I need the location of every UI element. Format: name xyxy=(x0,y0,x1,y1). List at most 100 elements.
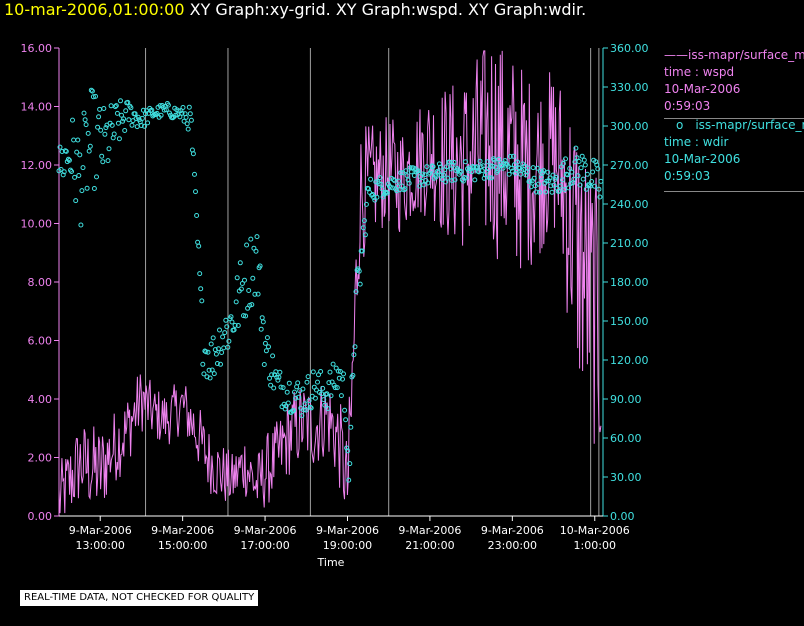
wdir-point xyxy=(121,116,127,122)
wdir-point xyxy=(598,178,604,184)
wdir-point xyxy=(436,161,442,167)
legend-series2-field: time : wdir xyxy=(664,135,729,149)
wdir-point xyxy=(102,131,108,137)
wdir-point xyxy=(74,149,80,155)
wdir-point xyxy=(534,165,540,171)
wdir-point xyxy=(322,402,328,408)
wdir-point xyxy=(581,157,587,163)
wdir-point xyxy=(328,393,334,399)
wdir-point xyxy=(556,188,562,194)
wdir-point xyxy=(299,413,305,419)
legend-divider xyxy=(664,191,804,192)
wdir-point xyxy=(379,186,385,192)
x-tick-time: 13:00:00 xyxy=(76,539,125,552)
wdir-point xyxy=(384,190,390,196)
wdir-point xyxy=(73,198,79,204)
wdir-point xyxy=(113,103,119,109)
wdir-point xyxy=(576,159,582,164)
wdir-point xyxy=(201,371,207,377)
wdir-point xyxy=(420,171,426,177)
wdir-point xyxy=(180,105,186,110)
window-title: 10-mar-2006,01:00:00 XY Graph:xy-grid. X… xyxy=(4,0,586,24)
wdir-point xyxy=(535,181,541,187)
wdir-point xyxy=(490,163,496,169)
wdir-point xyxy=(391,177,396,183)
wdir-point xyxy=(196,243,202,249)
wdir-point xyxy=(566,185,572,191)
wdir-point xyxy=(352,344,358,350)
wdir-point xyxy=(120,118,126,124)
wdir-point xyxy=(305,374,311,380)
wdir-point xyxy=(224,324,230,330)
wdir-point xyxy=(277,369,283,375)
wdir-point xyxy=(346,477,352,483)
wdir-point xyxy=(132,111,138,117)
wdir-point xyxy=(292,389,297,395)
wdir-point xyxy=(335,368,341,374)
wdir-point xyxy=(325,406,331,412)
wdir-point xyxy=(350,372,356,378)
wdir-point xyxy=(523,172,529,178)
wdir-point xyxy=(208,341,214,347)
wdir-point xyxy=(300,386,306,392)
wdir-point xyxy=(559,177,565,183)
wdir-point xyxy=(126,117,132,123)
wdir-point xyxy=(398,170,404,176)
wdir-point xyxy=(219,350,225,355)
wdir-point xyxy=(444,164,450,170)
wdir-point xyxy=(139,115,145,121)
wdir-point xyxy=(129,122,135,128)
wdir-point xyxy=(525,165,531,171)
wdir-point xyxy=(197,271,203,277)
wdir-point xyxy=(363,201,369,207)
right-tick-label: 90.00 xyxy=(610,393,642,406)
wdir-point xyxy=(112,104,118,110)
wdir-point xyxy=(198,286,204,292)
wdir-point xyxy=(353,289,359,295)
wdir-point xyxy=(390,185,395,191)
wdir-point xyxy=(153,112,159,117)
wdir-point xyxy=(140,107,146,113)
wdir-point xyxy=(577,182,583,188)
wdir-point xyxy=(440,177,445,182)
wdir-point xyxy=(445,175,451,181)
wdir-point xyxy=(563,156,568,162)
wdir-point xyxy=(537,189,542,195)
wdir-point xyxy=(407,165,413,171)
right-tick-label: 300.00 xyxy=(610,120,649,133)
wdir-point xyxy=(82,117,88,123)
wdir-point xyxy=(489,175,494,181)
wdir-point xyxy=(473,165,479,171)
timestamp: 10-mar-2006,01:00:00 xyxy=(4,0,185,19)
wdir-point xyxy=(533,189,539,195)
wdir-point xyxy=(249,302,255,308)
wdir-point xyxy=(264,335,270,341)
wdir-point xyxy=(596,186,602,192)
wdir-point xyxy=(461,175,467,180)
wdir-point xyxy=(380,194,386,200)
wdir-point xyxy=(578,165,584,171)
wdir-point xyxy=(557,183,563,189)
wdir-point xyxy=(76,173,82,178)
wdir-point xyxy=(216,346,221,352)
wdir-point xyxy=(530,165,536,171)
right-tick-label: 180.00 xyxy=(610,276,649,289)
wdir-point xyxy=(579,153,585,159)
wdir-point xyxy=(549,189,555,195)
wdir-point xyxy=(248,236,254,242)
legend-series1-field: time : wspd xyxy=(664,65,735,79)
wdir-point xyxy=(173,112,179,118)
wdir-point xyxy=(241,313,246,319)
wdir-point xyxy=(318,369,324,374)
wdir-point xyxy=(500,165,506,171)
wdir-point xyxy=(242,277,247,283)
wdir-point xyxy=(326,380,332,386)
wdir-point xyxy=(565,172,571,178)
wdir-point xyxy=(115,120,121,126)
wdir-point xyxy=(361,218,367,224)
wdir-point xyxy=(580,176,586,182)
wdir-point xyxy=(143,111,148,117)
wdir-point xyxy=(527,179,533,184)
right-tick-label: 120.00 xyxy=(610,354,649,367)
wdir-point xyxy=(228,314,234,320)
